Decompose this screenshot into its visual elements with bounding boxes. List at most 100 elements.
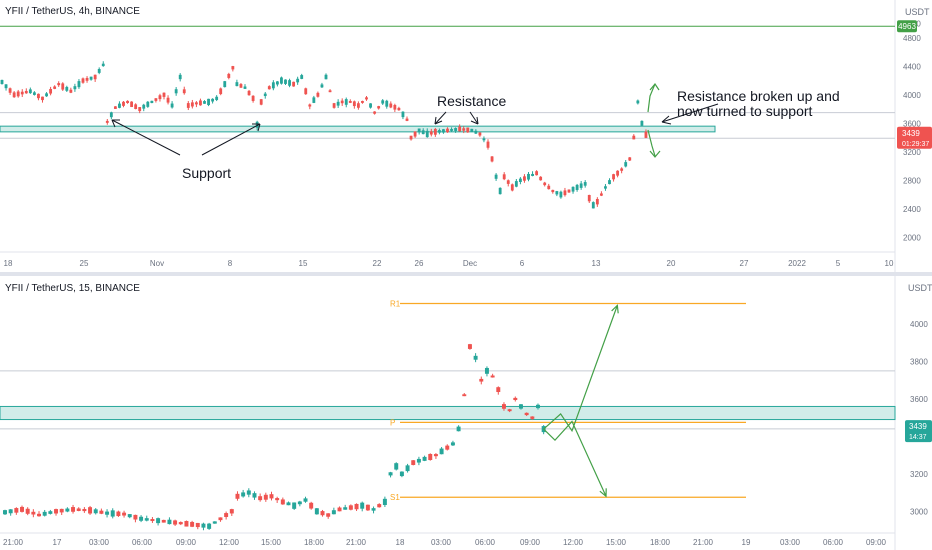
top-y-tick-label: 3200	[903, 148, 921, 157]
top-candle-body	[247, 90, 251, 96]
bottom-candle-body	[235, 493, 240, 499]
top-candle	[320, 82, 324, 88]
bottom-x-tick-label: 09:00	[866, 538, 887, 547]
bottom-candle-body	[59, 508, 64, 513]
top-candle	[547, 183, 551, 190]
top-candle-body	[446, 128, 449, 133]
bottom-candle	[59, 508, 64, 516]
bottom-candle-body	[14, 508, 19, 513]
top-candle	[369, 103, 372, 109]
top-candle-body	[369, 103, 372, 108]
top-candle-body	[450, 129, 453, 131]
top-candle	[93, 74, 97, 82]
bottom-x-tick-label: 06:00	[475, 538, 496, 547]
top-candle	[312, 95, 316, 104]
top-candle-body	[543, 182, 547, 186]
bottom-candle	[25, 507, 30, 516]
top-candle	[490, 156, 494, 163]
bottom-candle-body	[190, 521, 195, 527]
top-candle-body	[527, 173, 530, 180]
top-candle-body	[336, 101, 340, 106]
bottom-candle-body	[456, 426, 461, 432]
top-candle-body	[255, 121, 259, 128]
support-arrow-right	[201, 123, 261, 156]
bottom-candle	[224, 511, 229, 520]
top-candle-body	[429, 131, 433, 135]
top-candle-body	[332, 103, 336, 108]
top-candle	[462, 126, 466, 134]
top-candle-body	[263, 93, 267, 97]
top-candle-body	[470, 128, 474, 133]
top-candle-body	[150, 100, 154, 104]
bottom-candle-body	[48, 511, 53, 514]
bottom-candle-body	[65, 508, 70, 512]
breakout-arrow-head	[661, 115, 672, 125]
top-candle	[409, 135, 413, 141]
bottom-candle-body	[422, 456, 427, 461]
top-candle-body	[138, 107, 142, 112]
top-candle	[527, 172, 530, 182]
bottom-candle	[201, 522, 206, 531]
top-candle	[502, 172, 506, 181]
top-candle-body	[292, 81, 296, 87]
top-candle-body	[118, 103, 121, 108]
top-candle-body	[32, 92, 36, 95]
top-candle-body	[154, 98, 158, 101]
top-candle-body	[186, 103, 190, 108]
bottom-candle-body	[360, 502, 365, 509]
bottom-candle-body	[292, 502, 297, 509]
bottom-candle-body	[320, 511, 325, 516]
top-candle-body	[510, 184, 514, 191]
top-y-tick-label: 2000	[903, 233, 921, 242]
bottom-x-tick-label: 18	[396, 538, 405, 547]
top-candle	[170, 101, 174, 109]
bottom-candle	[439, 447, 444, 455]
top-candle	[166, 95, 170, 105]
top-candle-body	[482, 138, 486, 141]
top-candle	[425, 128, 429, 138]
top-candle-body	[275, 81, 279, 85]
top-candle-body	[535, 171, 539, 176]
bottom-y-tick-label: 3600	[910, 395, 928, 404]
bottom-candle	[348, 504, 353, 511]
bottom-candle	[88, 505, 93, 515]
bottom-candle	[309, 501, 314, 510]
bottom-candle	[484, 366, 489, 377]
top-candle-body	[437, 130, 441, 133]
top-candle-body	[45, 93, 48, 97]
top-candle-body	[502, 174, 506, 180]
bottom-candle-body	[88, 507, 93, 514]
bottom-candle-body	[246, 490, 251, 495]
bottom-candle-body	[382, 498, 387, 506]
top-candle-body	[223, 81, 227, 88]
top-candle	[16, 89, 20, 98]
top-candle	[401, 111, 405, 120]
bottom-candle	[105, 509, 110, 518]
top-candle	[365, 95, 368, 101]
bottom-x-tick-label: 15:00	[606, 538, 627, 547]
resistance-arrow-left	[434, 111, 447, 125]
bottom-x-tick-label: 06:00	[132, 538, 153, 547]
top-candle	[126, 100, 129, 104]
bottom-candle-body	[258, 496, 263, 501]
top-candle-body	[239, 84, 243, 88]
bottom-x-tick-label: 21:00	[346, 538, 367, 547]
top-x-tick-label: Dec	[463, 259, 477, 268]
bottom-candle-body	[99, 510, 104, 514]
top-candle	[595, 197, 599, 207]
bottom-candle-body	[286, 502, 291, 506]
bottom-candle-body	[105, 511, 110, 515]
top-candle-body	[41, 96, 44, 101]
bottom-candle	[382, 496, 387, 507]
top-candle-body	[259, 99, 263, 105]
bottom-candle-body	[303, 498, 308, 502]
top-candle	[437, 128, 441, 135]
top-candle	[32, 91, 36, 96]
top-y-tick-label: 4400	[903, 62, 921, 71]
top-candle	[223, 80, 227, 88]
top-candle-body	[498, 187, 502, 195]
top-x-tick-label: 25	[80, 259, 89, 268]
top-candle	[296, 76, 300, 85]
bottom-candle	[416, 456, 421, 466]
bottom-candle-body	[218, 517, 223, 521]
